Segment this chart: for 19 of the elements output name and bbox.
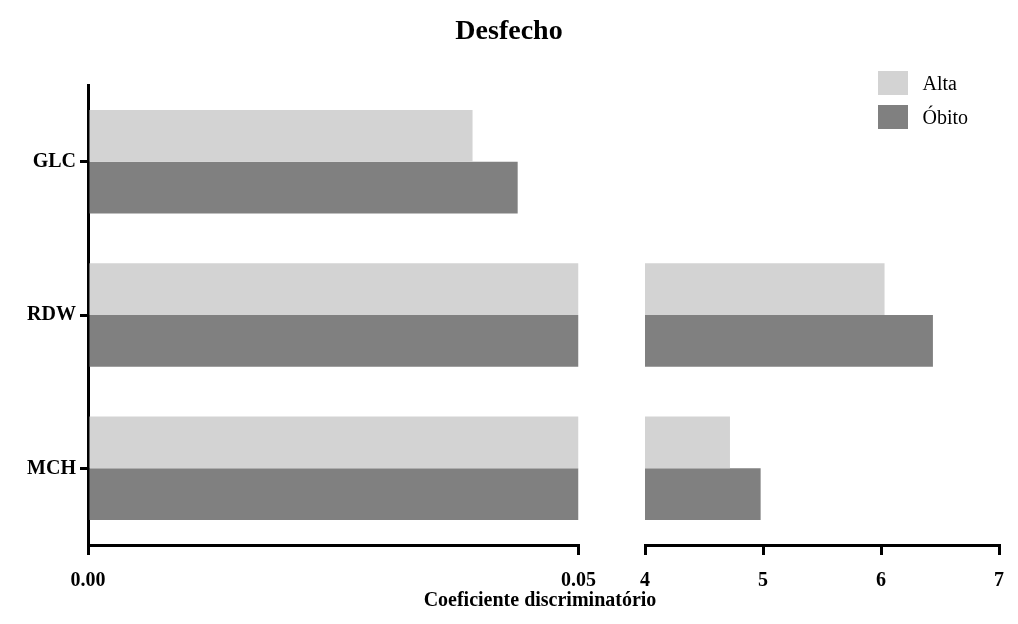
x-tick-label: 0.00 [70, 568, 106, 591]
x-tick-label: 0.05 [561, 568, 596, 591]
x-tick-label: 5 [758, 568, 768, 591]
chart-title: Desfecho [454, 14, 564, 46]
x-tick-label: 4 [640, 568, 650, 591]
y-tick-label: MCH [27, 455, 77, 478]
y-tick-label: GLC [32, 148, 76, 171]
bar [89, 109, 473, 162]
bar [89, 161, 518, 214]
bar [89, 315, 579, 367]
x-axis-title: Coeficiente discriminatório [423, 588, 657, 610]
x-tick-label: 7 [994, 568, 1004, 591]
bar [89, 468, 579, 521]
y-tick-label: RDW [27, 302, 76, 325]
legend-label: Óbito [922, 105, 968, 129]
bar [89, 263, 579, 315]
bar [89, 416, 579, 469]
legend-label: Alta [922, 71, 957, 95]
x-tick-label: 6 [876, 568, 886, 591]
